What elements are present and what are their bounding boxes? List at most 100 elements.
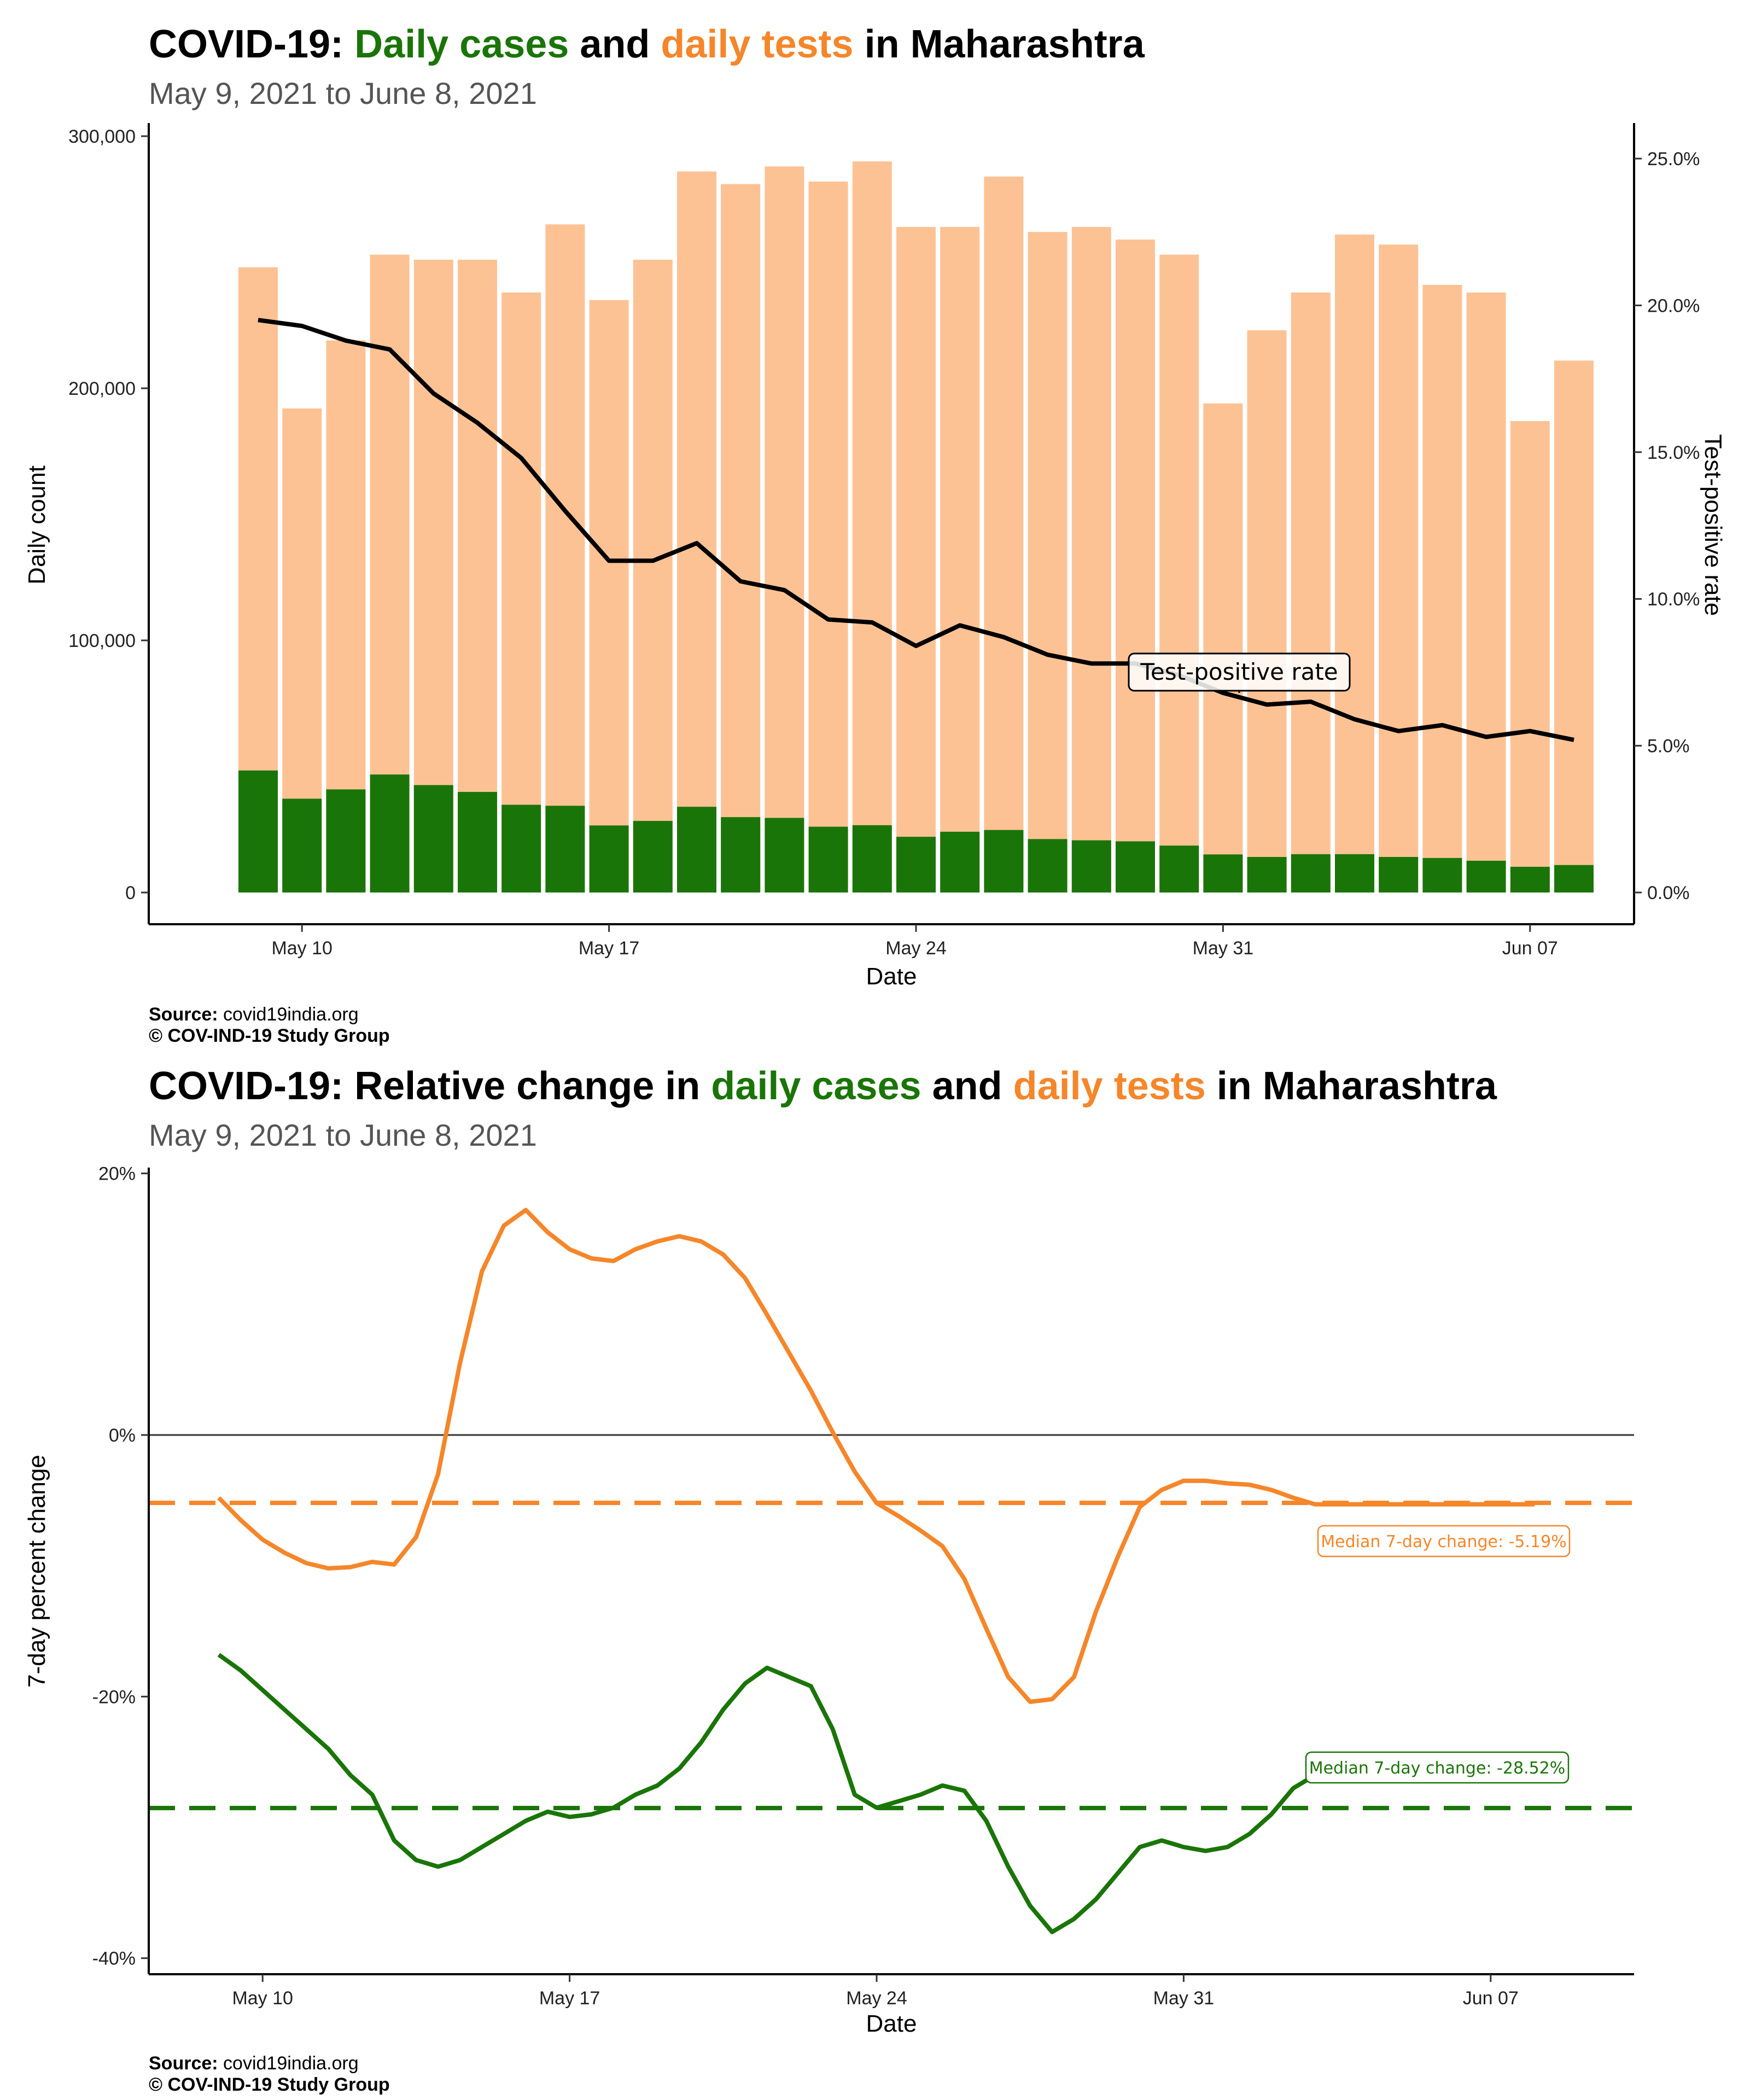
relative-change-chart: COVID-19: Relative change in daily cases… xyxy=(24,1064,1634,2095)
title-part: daily tests xyxy=(1013,1064,1206,1108)
tests-median-label-text: Median 7-day change: -5.19% xyxy=(1321,1532,1566,1551)
y2-tick-label: 0.0% xyxy=(1647,883,1690,903)
cases-bar xyxy=(370,774,410,892)
x-axis-title: Date xyxy=(866,963,917,990)
tests-bar xyxy=(940,226,980,893)
title-part: in Maharashtra xyxy=(854,22,1145,66)
cases-bar xyxy=(765,818,804,892)
cases-bar xyxy=(1554,865,1594,892)
tests-bar xyxy=(1510,421,1550,892)
cases-bar xyxy=(1335,854,1374,892)
tests-bar xyxy=(984,176,1024,892)
y2-axis-title: Test-positive rate xyxy=(1700,434,1726,616)
cases-bar xyxy=(896,837,936,892)
cases-bar xyxy=(984,830,1024,892)
title-part: daily tests xyxy=(661,22,853,66)
chart2-subtitle: May 9, 2021 to June 8, 2021 xyxy=(149,1118,537,1152)
x-tick-label: May 17 xyxy=(579,938,640,959)
annotation-label: Test-positive rate xyxy=(1140,658,1338,685)
tests-median-label-box xyxy=(1317,1525,1571,1558)
y2-tick-label: 20.0% xyxy=(1647,295,1700,316)
x-tick-label: May 10 xyxy=(232,1988,293,2009)
y-tick-label: 20% xyxy=(98,1164,136,1185)
tests-bar xyxy=(1554,360,1594,892)
cases-median-label: Median 7-day change: -28.52% xyxy=(1305,1751,1570,1784)
source-text: covid19india.org xyxy=(218,1004,359,1025)
chart1-subtitle: May 9, 2021 to June 8, 2021 xyxy=(149,76,537,110)
title-part: COVID-19: Relative change in xyxy=(149,1064,711,1108)
x-ticks: May 10 May 17 May 24 May 31 Jun 07 xyxy=(271,924,1558,959)
source-label: Source: xyxy=(149,2053,218,2074)
tests-bar xyxy=(852,161,892,893)
tests-bar xyxy=(633,259,673,892)
cases-bar xyxy=(238,770,278,892)
cases-bar xyxy=(1510,866,1550,892)
y-tick-label: 200,000 xyxy=(68,378,136,399)
tests-bar xyxy=(589,300,629,892)
source-line: Source: covid19india.org xyxy=(149,1004,359,1025)
title-part: and xyxy=(569,22,661,66)
cases-change-line xyxy=(217,1653,1535,1934)
tests-bar xyxy=(1466,292,1506,892)
tests-bar xyxy=(1291,292,1331,892)
cases-bar xyxy=(1071,840,1111,892)
cases-bar xyxy=(589,825,629,892)
tests-bar xyxy=(501,292,541,892)
title-part: and xyxy=(921,1064,1013,1108)
tests-bar xyxy=(1203,403,1243,892)
y2-tick-label: 10.0% xyxy=(1647,589,1700,610)
cases-bar xyxy=(326,789,366,892)
cases-bar xyxy=(1422,858,1462,892)
tests-change-line xyxy=(217,1208,1535,1704)
tests-bar xyxy=(1159,254,1199,892)
x-tick-label: May 10 xyxy=(271,938,332,959)
y2-tick-label: 5.0% xyxy=(1647,736,1690,757)
tests-bar xyxy=(1028,232,1068,893)
y-ticks: 0 100,000 200,000 300,000 xyxy=(68,126,149,903)
tests-bar xyxy=(677,171,716,892)
x-tick-label: May 24 xyxy=(885,938,947,959)
cases-bar xyxy=(852,825,892,892)
daily-counts-chart: COVID-19: Daily cases and daily tests in… xyxy=(24,22,1726,1046)
title-part: daily cases xyxy=(711,1064,921,1108)
y2-tick-label: 15.0% xyxy=(1647,442,1700,463)
tpr-annotation: Test-positive rate xyxy=(1128,652,1351,693)
tests-bar xyxy=(808,181,848,893)
tests-median-label: Median 7-day change: -5.19% xyxy=(1317,1525,1571,1558)
cases-median-label-text: Median 7-day change: -28.52% xyxy=(1309,1759,1566,1778)
tests-bar xyxy=(458,259,497,892)
copyright: © COV-IND-19 Study Group xyxy=(149,1025,390,1046)
cases-bar xyxy=(282,798,322,892)
x-tick-label: May 31 xyxy=(1153,1988,1215,2009)
title-part: Daily cases xyxy=(354,22,569,66)
source-line: Source: covid19india.org xyxy=(149,2053,359,2074)
cases-bar xyxy=(808,826,848,892)
tests-bar xyxy=(1071,226,1111,893)
chart2-title: COVID-19: Relative change in daily cases… xyxy=(149,1064,1497,1108)
x-tick-label: May 17 xyxy=(539,1988,600,2009)
x-tick-label: Jun 07 xyxy=(1502,938,1558,959)
tests-bar xyxy=(545,224,585,893)
cases-bar xyxy=(721,817,761,892)
test-positive-rate-line xyxy=(258,318,1574,742)
cases-bar xyxy=(1466,860,1506,892)
cases-bar xyxy=(1379,856,1419,892)
y-tick-label: 0% xyxy=(109,1425,136,1446)
title-part: in Maharashtra xyxy=(1206,1064,1497,1108)
annotation-box xyxy=(1128,652,1351,692)
cases-bar xyxy=(1159,845,1199,892)
tests-bars xyxy=(238,161,1594,893)
x-axis-title: Date xyxy=(866,2010,917,2037)
cases-bar xyxy=(633,821,673,892)
tests-bar xyxy=(1335,234,1374,892)
tests-bar xyxy=(1247,330,1287,892)
x-ticks: May 10 May 17 May 24 May 31 Jun 07 xyxy=(232,1974,1519,2009)
cases-bar xyxy=(1247,856,1287,892)
y-ticks: -40% -20% 0% 20% xyxy=(92,1164,149,1969)
cases-bars xyxy=(238,770,1594,892)
tests-bar xyxy=(1422,284,1462,892)
cases-bar xyxy=(677,807,716,892)
tests-bar xyxy=(1116,240,1155,892)
tests-bar xyxy=(896,226,936,893)
